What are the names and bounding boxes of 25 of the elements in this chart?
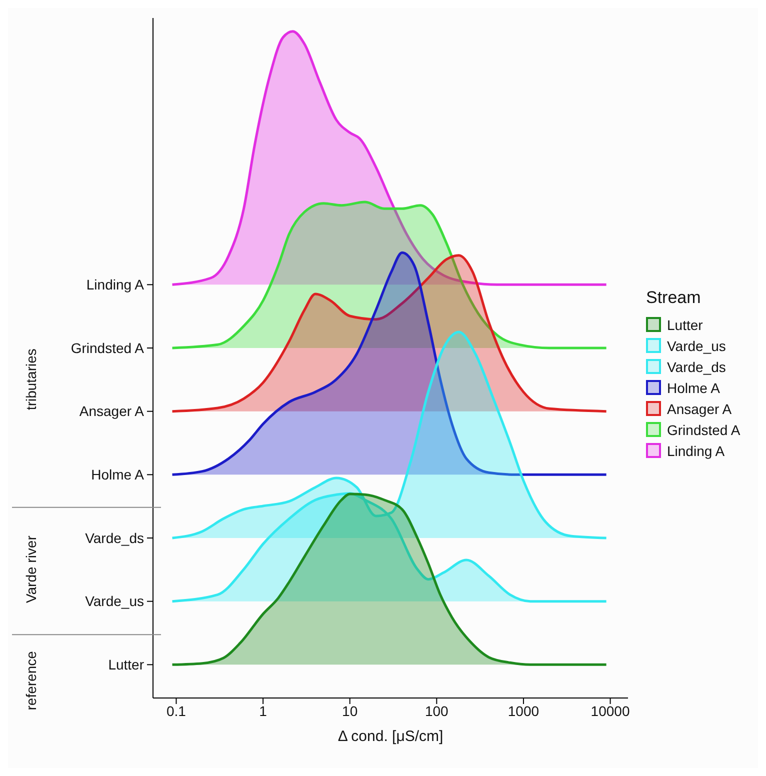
x-tick-label: 100	[424, 702, 449, 719]
text: reference	[23, 650, 39, 710]
text: Holme A	[91, 466, 145, 483]
text: Lutter	[108, 656, 144, 673]
text: Varde_ds	[85, 530, 144, 546]
legend-label: Lutter	[667, 316, 703, 332]
text: Varde river	[23, 535, 39, 604]
x-tick-label: 10000	[590, 702, 630, 719]
text: Linding A	[86, 276, 145, 293]
x-tick-label: 10	[342, 702, 358, 719]
text: tributaries	[23, 348, 39, 410]
text: Varde_us	[85, 593, 144, 610]
legend-label: Holme A	[667, 380, 720, 396]
text: Ansager A	[79, 403, 145, 420]
legend-label: Linding A	[667, 442, 725, 458]
x-axis-title: Δ cond. [μS/cm]	[338, 728, 444, 745]
legend-label: Varde_ds	[667, 358, 726, 374]
x-tick-label: 0.1	[166, 702, 186, 719]
legend-label: Grindsted A	[667, 422, 740, 438]
text: Grindsted A	[70, 340, 145, 356]
legend-label: Varde_us	[667, 338, 726, 354]
legend-title: Stream	[646, 288, 702, 308]
x-tick-label: 1	[259, 702, 268, 719]
x-tick-label: 1000	[508, 702, 540, 719]
legend-label: Ansager A	[667, 400, 732, 416]
